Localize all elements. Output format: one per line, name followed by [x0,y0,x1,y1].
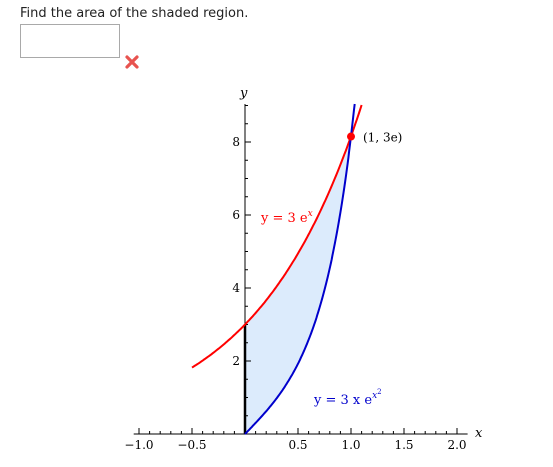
y-tick-label: 4 [232,281,240,295]
shaded-region [245,136,351,435]
series-label-lower-text: y = 3 x e [313,393,372,408]
x-mark-icon [125,55,139,69]
series-label-lower-exponent2: 2 [377,388,381,396]
question-prompt: Find the area of the shaded region. [20,6,249,21]
series-line-lower [244,103,356,435]
x-tick-label: 1.0 [341,438,360,452]
y-axis-ticks: 2 4 6 8 [232,105,251,417]
series-line-upper [191,104,363,369]
series-label-lower: y = 3 x ex2 [313,388,382,408]
x-axis-label: x [475,426,483,441]
x-tick-label: 1.5 [394,438,413,452]
y-tick-label: 6 [232,208,240,222]
answer-input[interactable] [20,24,120,58]
point-label: (1, 3e) [363,131,402,145]
x-tick-label: −1.0 [124,438,153,452]
x-tick-label: 2.0 [447,438,466,452]
x-tick-label: −0.5 [177,438,206,452]
y-tick-label: 8 [232,135,240,149]
x-axis-ticks: −1.0 −0.5 0.5 1.0 1.5 2.0 [124,428,467,452]
series-label-lower-exponent: x [372,391,377,401]
series-label-upper-exponent: x [308,209,313,219]
y-axis-label: y [239,86,248,101]
series-label-upper-text: y = 3 e [260,211,308,226]
series-label-upper: y = 3 ex [260,209,313,226]
y-tick-label: 2 [232,354,240,368]
x-tick-label: 0.5 [288,438,307,452]
data-point-intersection [347,132,355,141]
